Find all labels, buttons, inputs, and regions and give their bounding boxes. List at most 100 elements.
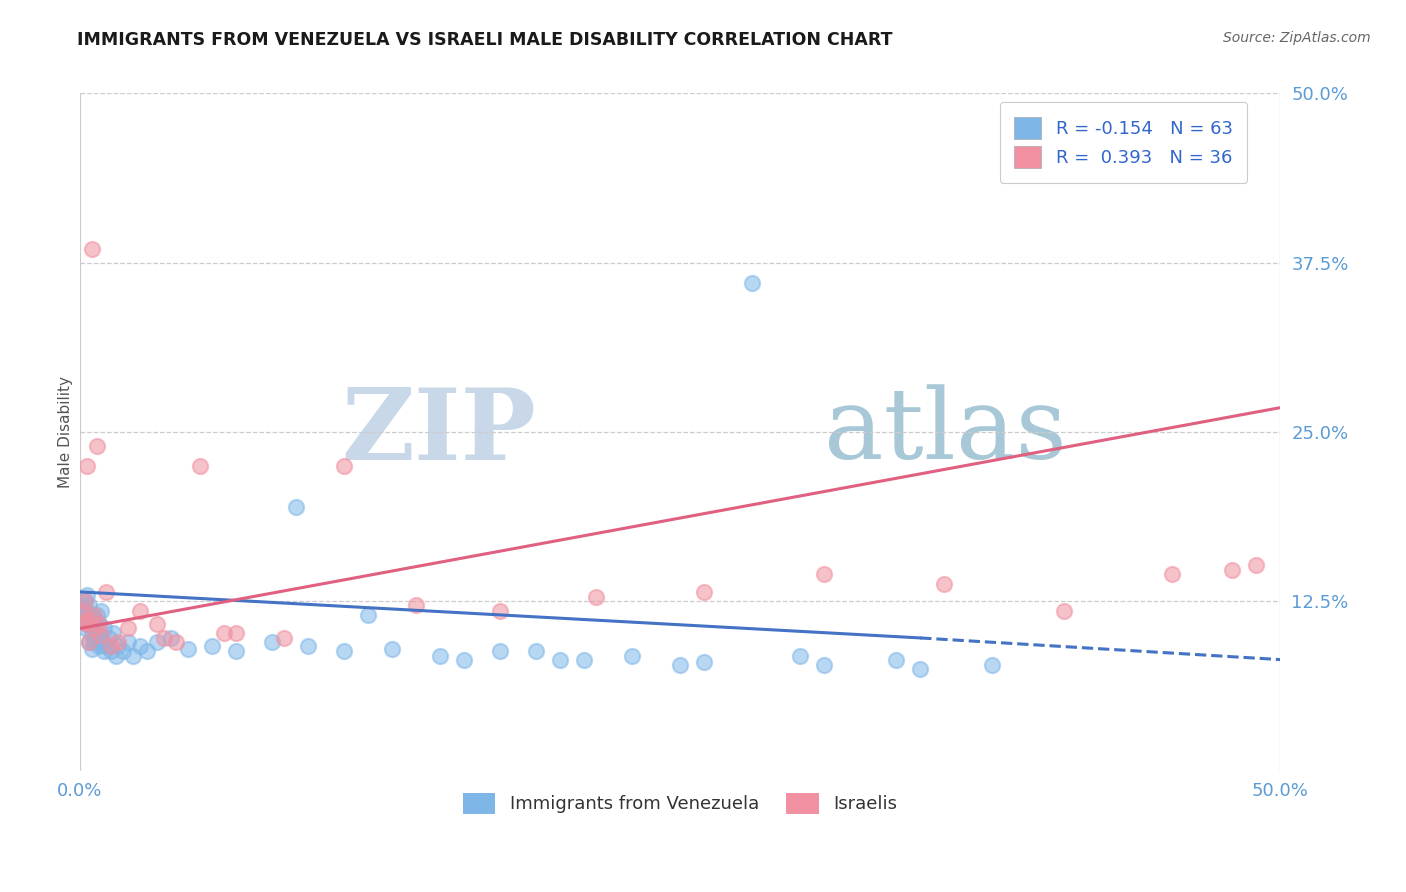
Point — [73, 622, 96, 636]
Point — [112, 644, 135, 658]
Point — [908, 662, 931, 676]
Point — [79, 635, 101, 649]
Point — [212, 625, 235, 640]
Point — [225, 625, 247, 640]
Point — [83, 612, 105, 626]
Point — [934, 576, 956, 591]
Point — [73, 594, 96, 608]
Point — [165, 635, 187, 649]
Point — [76, 617, 98, 632]
Point — [93, 622, 115, 636]
Point — [260, 635, 283, 649]
Point — [79, 612, 101, 626]
Point — [86, 607, 108, 622]
Point — [188, 458, 211, 473]
Point — [79, 612, 101, 626]
Point — [524, 644, 547, 658]
Point — [96, 585, 118, 599]
Point — [76, 588, 98, 602]
Point — [87, 617, 110, 632]
Point — [789, 648, 811, 663]
Point — [693, 585, 716, 599]
Point — [884, 652, 907, 666]
Point — [813, 658, 835, 673]
Point — [284, 500, 307, 514]
Point — [548, 652, 571, 666]
Point — [76, 458, 98, 473]
Point — [72, 601, 94, 615]
Y-axis label: Male Disability: Male Disability — [59, 376, 73, 488]
Point — [76, 617, 98, 632]
Point — [72, 604, 94, 618]
Point — [273, 631, 295, 645]
Point — [97, 631, 120, 645]
Point — [96, 639, 118, 653]
Point — [297, 639, 319, 653]
Point — [117, 635, 139, 649]
Point — [333, 458, 356, 473]
Point — [128, 639, 150, 653]
Point — [489, 644, 512, 658]
Point — [1246, 558, 1268, 572]
Point — [585, 591, 607, 605]
Point — [80, 617, 103, 632]
Point — [107, 639, 129, 653]
Point — [100, 644, 122, 658]
Point — [100, 639, 122, 653]
Point — [1161, 567, 1184, 582]
Point — [73, 594, 96, 608]
Point — [80, 607, 103, 622]
Point — [201, 639, 224, 653]
Point — [145, 635, 167, 649]
Point — [693, 656, 716, 670]
Point — [1220, 563, 1243, 577]
Point — [489, 604, 512, 618]
Legend: Immigrants from Venezuela, Israelis: Immigrants from Venezuela, Israelis — [454, 784, 907, 822]
Point — [87, 617, 110, 632]
Point — [103, 625, 125, 640]
Text: ZIP: ZIP — [342, 384, 536, 481]
Point — [72, 607, 94, 622]
Point — [145, 617, 167, 632]
Point — [741, 276, 763, 290]
Point — [76, 604, 98, 618]
Point — [90, 628, 112, 642]
Point — [73, 615, 96, 629]
Point — [80, 641, 103, 656]
Text: Source: ZipAtlas.com: Source: ZipAtlas.com — [1223, 31, 1371, 45]
Point — [669, 658, 692, 673]
Text: IMMIGRANTS FROM VENEZUELA VS ISRAELI MALE DISABILITY CORRELATION CHART: IMMIGRANTS FROM VENEZUELA VS ISRAELI MAL… — [77, 31, 893, 49]
Point — [333, 644, 356, 658]
Point — [429, 648, 451, 663]
Point — [981, 658, 1004, 673]
Point — [79, 599, 101, 613]
Point — [1053, 604, 1076, 618]
Point — [160, 631, 183, 645]
Point — [121, 648, 143, 663]
Point — [73, 615, 96, 629]
Point — [136, 644, 159, 658]
Point — [177, 641, 200, 656]
Point — [90, 604, 112, 618]
Point — [572, 652, 595, 666]
Point — [86, 439, 108, 453]
Text: atlas: atlas — [824, 384, 1067, 480]
Point — [153, 631, 176, 645]
Point — [128, 604, 150, 618]
Point — [107, 635, 129, 649]
Point — [86, 628, 108, 642]
Point — [79, 635, 101, 649]
Point — [225, 644, 247, 658]
Point — [813, 567, 835, 582]
Point — [90, 635, 112, 649]
Point — [381, 641, 404, 656]
Point — [117, 622, 139, 636]
Point — [453, 652, 475, 666]
Point — [83, 622, 105, 636]
Point — [83, 622, 105, 636]
Point — [80, 242, 103, 256]
Point — [621, 648, 644, 663]
Point — [83, 607, 105, 622]
Point — [357, 607, 380, 622]
Point — [80, 628, 103, 642]
